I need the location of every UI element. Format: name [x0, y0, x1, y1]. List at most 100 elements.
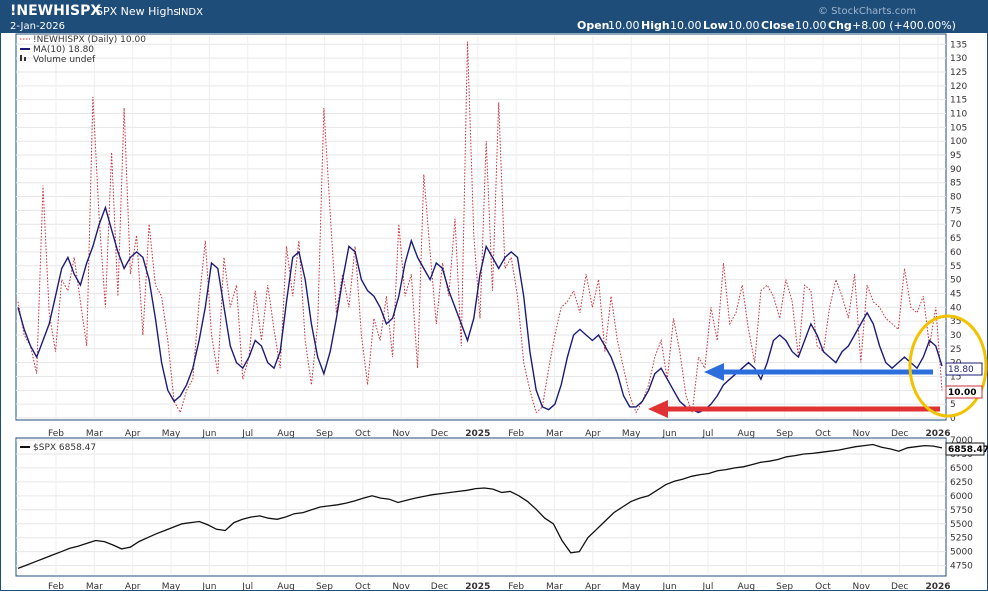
new-highs-panel: 0510152025303540455055606570758085909510… [15, 33, 988, 424]
x-tick-label: Jul [701, 429, 713, 439]
spx-last-value: 6858.47 [948, 445, 988, 455]
x-tick-label: Apr [585, 582, 601, 591]
x-tick-label: Oct [355, 429, 371, 439]
close-value: 10.00 [795, 19, 827, 32]
ma-last-value-tag [945, 362, 983, 376]
watermark: © StockCharts.com [818, 6, 916, 17]
high-label: High [641, 19, 670, 32]
spx-series-line [17, 443, 943, 570]
y-tick-label: 0 [950, 414, 956, 424]
x-tick-label: Jul [701, 582, 713, 591]
x-tick-label: Mar [86, 429, 103, 439]
x-tick-label: Sep [316, 429, 333, 439]
x-tick-label: 2025 [465, 582, 490, 591]
new-highs-x-axis: Feb Mar Apr May Jun Jul Aug Sep Oct Nov Dec 2025 Feb… [48, 429, 951, 439]
x-tick-label: Jul [241, 429, 253, 439]
y-tick-label: 120 [950, 82, 967, 92]
daily-series-line [17, 41, 943, 414]
x-tick-label: Sep [776, 582, 793, 591]
y-tick-label: 6250 [950, 478, 973, 488]
x-tick-label: 2026 [925, 582, 950, 591]
y-tick-label: 95 [950, 151, 961, 161]
legend-daily-label: !NEWHISPX (Daily) 10.00 [33, 35, 146, 45]
y-tick-label: 25 [950, 345, 961, 355]
x-tick-label: Nov [853, 429, 871, 439]
open-label: Open [577, 19, 610, 32]
y-tick-label: 60 [950, 248, 962, 258]
spx-last-value-tag [945, 442, 985, 456]
x-tick-label: Sep [316, 582, 333, 591]
daily-last-value-tag [945, 385, 983, 399]
x-tick-label: Dec [431, 582, 448, 591]
y-tick-label: 7000 [950, 436, 973, 446]
y-tick-label: 5 [950, 400, 956, 410]
y-tick-label: 5250 [950, 534, 973, 544]
y-tick-label: 115 [950, 96, 967, 106]
y-tick-label: 55 [950, 262, 961, 272]
chg-label: Chg [828, 19, 852, 32]
x-tick-label: Nov [392, 429, 410, 439]
x-tick-label: Jun [201, 429, 216, 439]
x-tick-label: 2026 [925, 429, 950, 439]
spx-plot-area [15, 437, 947, 577]
x-tick-label: Nov [392, 582, 410, 591]
y-tick-label: 5500 [950, 520, 973, 530]
x-tick-label: Dec [891, 429, 908, 439]
y-tick-label: 105 [950, 123, 967, 133]
spx-panel: 4750500052505500575060006250650067507000… [15, 436, 988, 577]
x-tick-label: Jul [241, 582, 253, 591]
x-tick-label: Sep [776, 429, 793, 439]
x-tick-label: Feb [508, 582, 524, 591]
x-tick-label: Apr [585, 429, 601, 439]
x-tick-label: Mar [546, 429, 563, 439]
exchange-label: INDX [178, 7, 203, 18]
y-tick-label: 125 [950, 68, 967, 78]
y-tick-label: 100 [950, 137, 967, 147]
x-tick-label: May [162, 582, 181, 591]
x-tick-label: Feb [508, 429, 524, 439]
x-tick-label: Oct [355, 582, 371, 591]
red-arrow [648, 400, 940, 418]
blue-arrow [704, 363, 933, 381]
new-highs-gridlines [16, 36, 946, 419]
y-tick-label: 135 [950, 40, 967, 50]
x-tick-label: 2025 [465, 429, 490, 439]
x-tick-label: May [162, 429, 181, 439]
spx-x-axis: Feb Mar Apr May Jun Jul Aug Sep Oct Nov Dec 2025 Feb… [48, 582, 951, 592]
symbol-name: SPX New Highs [96, 5, 179, 18]
x-tick-label: Feb [48, 582, 64, 591]
legend-spx-label: $SPX 6858.47 [33, 443, 96, 453]
x-tick-label: Jun [662, 429, 677, 439]
y-tick-label: 80 [950, 193, 962, 203]
x-tick-label: Mar [86, 582, 103, 591]
x-tick-label: May [622, 582, 641, 591]
y-tick-label: 6000 [950, 492, 973, 502]
y-tick-label: 50 [950, 276, 962, 286]
x-tick-label: Nov [853, 582, 871, 591]
close-label: Close [761, 19, 794, 32]
x-tick-label: Oct [815, 582, 831, 591]
daily-last-value: 10.00 [948, 388, 976, 398]
x-tick-label: Aug [737, 429, 755, 439]
low-value: 10.00 [728, 19, 760, 32]
x-tick-label: Aug [277, 582, 295, 591]
y-tick-label: 65 [950, 234, 961, 244]
legend-ma-label: MA(10) 18.80 [33, 45, 94, 55]
x-tick-label: Apr [125, 429, 141, 439]
header-bar [1, 1, 987, 33]
ma-last-value: 18.80 [948, 365, 974, 375]
ma10-series-line [17, 205, 943, 414]
highlight-ellipse [908, 314, 988, 418]
chart-date: 2-Jan-2026 [10, 21, 65, 32]
x-tick-label: Dec [431, 429, 448, 439]
y-tick-label: 70 [950, 220, 962, 230]
open-value: 10.00 [608, 19, 640, 32]
y-tick-label: 45 [950, 289, 961, 299]
y-tick-label: 4750 [950, 562, 973, 572]
x-tick-label: Jun [662, 582, 677, 591]
low-label: Low [703, 19, 728, 32]
y-tick-label: 30 [950, 331, 962, 341]
x-tick-label: Oct [815, 429, 831, 439]
